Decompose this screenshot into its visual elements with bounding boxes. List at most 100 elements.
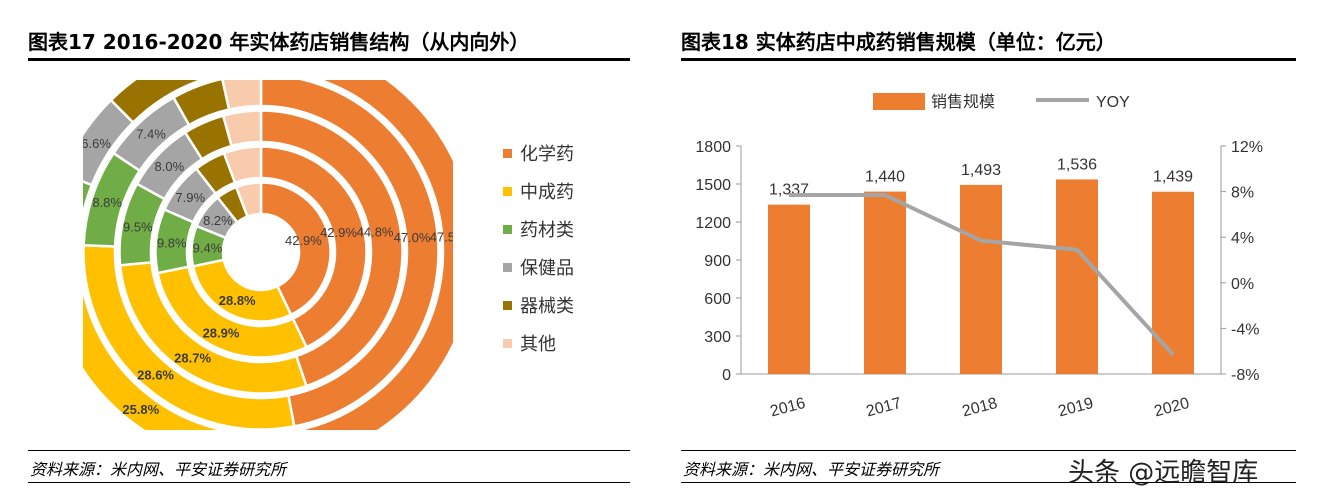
donut-segment-中成药-ring-1: [191, 258, 293, 323]
donut-segment-其他-ring-4: [221, 80, 263, 112]
bar-data-label: 1,440: [865, 169, 905, 186]
donut-data-label: 44.8%: [357, 225, 394, 240]
donut-data-label: 8.0%: [155, 159, 185, 174]
yoy-line: [789, 193, 1175, 356]
left-source-rule-top: [28, 450, 630, 451]
donut-chart: 42.9%28.8%9.4%8.2%42.9%28.9%9.8%7.9%44.8…: [83, 80, 453, 430]
y-right-tick-label: 4%: [1231, 230, 1254, 247]
y-left-tick-label: 1500: [695, 177, 731, 194]
donut-segment-其他-ring-3: [221, 109, 263, 148]
bar-2019: [1056, 179, 1098, 374]
left-figure-title: 图表17 2016-2020 年实体药店销售结构（从内向外）: [28, 30, 530, 54]
donut-segment-化学药-ring-5: [292, 80, 453, 430]
x-tick-label: 2016: [768, 395, 807, 421]
legend-bar-label: 销售规模: [931, 93, 995, 111]
donut-data-label: 6.6%: [83, 136, 111, 151]
y-left-tick-label: 300: [704, 329, 731, 346]
ring-2: 42.9% 28.9% 9.8% 7.9%: [154, 145, 368, 359]
bar-data-label: 1,536: [1057, 156, 1097, 173]
donut-data-label: 7.4%: [136, 126, 166, 141]
y-right-tick-label: 8%: [1231, 185, 1254, 202]
x-tick-label: 2020: [1152, 395, 1191, 421]
legend-item: 其他: [503, 330, 556, 356]
ring-5: 47.5%25.8%7.7%6.6%: [83, 80, 453, 430]
legend-label: 保健品: [520, 258, 574, 279]
legend-item: 药材类: [503, 216, 574, 242]
x-tick-label: 2019: [1056, 395, 1095, 421]
bar-2016: [768, 204, 810, 374]
legend-item: 中成药: [503, 178, 574, 204]
donut-data-label: 9.8%: [157, 235, 187, 250]
right-figure: 图表18 实体药店中成药销售规模（单位：亿元） 0 300 600 900 1200 15…: [681, 0, 1296, 503]
legend-swatch: [503, 338, 512, 348]
donut-data-label: 28.9%: [203, 325, 240, 340]
donut-segment-器械类-ring-5: [109, 80, 206, 125]
legend-label: 化学药: [520, 144, 574, 165]
legend-swatch: [503, 262, 512, 272]
donut-legend: 化学药中成药药材类保健品器械类其他: [503, 140, 623, 370]
y-right-tick-label: -8%: [1231, 367, 1259, 384]
right-title-rule: [681, 58, 1296, 61]
bar-data-label: 1,493: [961, 162, 1001, 179]
donut-segment-化学药-ring-2: [259, 145, 368, 349]
y-left-tick-label: 600: [704, 291, 731, 308]
donut-data-label: 47.5%: [430, 229, 453, 244]
donut-segment-其他-ring-2: [222, 145, 263, 185]
legend-label: 其他: [520, 334, 556, 355]
x-tick-label: 2018: [960, 395, 999, 421]
donut-segment-化学药-ring-1: [259, 181, 332, 317]
bar-2020: [1152, 191, 1194, 374]
donut-data-label: 42.9%: [285, 233, 322, 248]
legend-bar-swatch: [873, 93, 925, 110]
y-left-tick-label: 1200: [695, 215, 731, 232]
legend-label: 中成药: [520, 182, 574, 203]
donut-data-label: 7.9%: [175, 190, 205, 205]
legend-swatch: [503, 148, 512, 158]
donut-data-label: 25.8%: [122, 402, 159, 417]
right-source-rule-top: [681, 450, 1296, 451]
donut-data-label: 28.6%: [137, 368, 174, 383]
donut-segment-化学药-ring-4: [259, 80, 440, 428]
bar-2018: [960, 184, 1002, 374]
y-left-tick-label: 900: [704, 253, 731, 270]
y-left-tick-label: 0: [722, 367, 731, 384]
legend-line-label: YOY: [1096, 94, 1130, 111]
donut-data-label: 47.0%: [394, 230, 431, 245]
y-right-tick-label: -4%: [1231, 321, 1259, 338]
donut-data-label: 42.9%: [320, 225, 357, 240]
watermark: 头条 @远瞻智库: [1068, 458, 1259, 488]
donut-segment-药材类-ring-5: [83, 180, 94, 222]
donut-segment-其他-ring-1: [234, 181, 263, 219]
left-source: 资料来源：米内网、平安证券研究所: [30, 460, 287, 479]
donut-data-label: 8.8%: [92, 195, 122, 210]
legend-swatch: [503, 300, 512, 310]
chart-legend: 销售规模 YOY: [873, 93, 1130, 111]
legend-swatch: [503, 186, 512, 196]
legend-item: 器械类: [503, 292, 574, 318]
donut-data-label: 9.4%: [193, 240, 223, 255]
y-right-tick-label: 0%: [1231, 276, 1254, 293]
bar-2017: [864, 191, 906, 374]
donut-data-label: 28.7%: [174, 351, 211, 366]
right-figure-title: 图表18 实体药店中成药销售规模（单位：亿元）: [681, 30, 1116, 54]
left-figure: 图表17 2016-2020 年实体药店销售结构（从内向外） 42.9% 28.8…: [28, 0, 630, 503]
right-source: 资料来源：米内网、平安证券研究所: [683, 460, 940, 479]
y-left-tick-label: 1800: [695, 139, 731, 156]
donut-segment-化学药-ring-3: [259, 109, 404, 388]
ring-3: 44.8% 28.7% 9.5% 8.0%: [118, 109, 404, 395]
ring-1: 42.9% 28.8% 9.4% 8.2%: [190, 181, 332, 323]
donut-data-label: 8.2%: [203, 213, 233, 228]
right-source-rule-bottom: [681, 482, 1296, 483]
left-source-rule-bottom: [28, 482, 630, 483]
legend-label: 器械类: [520, 296, 574, 317]
donut-data-label: 28.8%: [219, 293, 256, 308]
legend-label: 药材类: [520, 220, 574, 241]
legend-item: 保健品: [503, 254, 574, 280]
y-right-tick-label: 12%: [1231, 139, 1263, 156]
left-title-rule: [28, 58, 630, 61]
bar-data-label: 1,439: [1153, 169, 1193, 186]
legend-swatch: [503, 224, 512, 234]
ring-4: 47.0% 28.6% 8.8% 7.4%: [83, 80, 440, 430]
bar-line-chart: 0300600900120015001800-8%-4%0%4%8%12%1,3…: [695, 93, 1263, 421]
donut-data-label: 9.5%: [123, 219, 153, 234]
